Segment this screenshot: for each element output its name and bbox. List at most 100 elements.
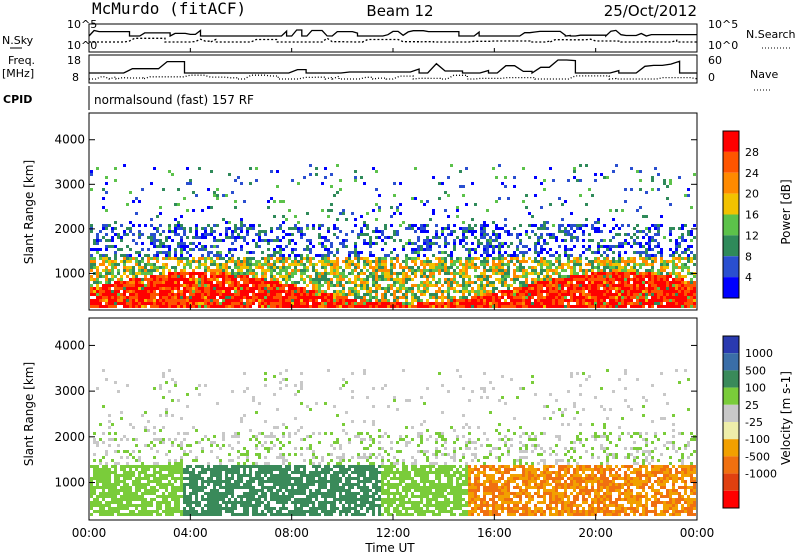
power-cell bbox=[642, 251, 645, 254]
power-cell bbox=[126, 275, 129, 278]
power-cell bbox=[252, 299, 255, 302]
power-cell bbox=[648, 257, 651, 260]
velocity-cell bbox=[138, 465, 141, 468]
power-cell bbox=[216, 302, 219, 305]
power-cell bbox=[675, 263, 678, 266]
power-cell bbox=[528, 302, 531, 305]
power-cell bbox=[102, 263, 105, 266]
power-cell bbox=[489, 254, 492, 257]
power-cell bbox=[360, 281, 363, 284]
power-cell bbox=[213, 194, 216, 197]
power-cell bbox=[654, 167, 657, 170]
power-cell bbox=[300, 299, 303, 302]
power-cell bbox=[96, 269, 99, 272]
power-cell bbox=[537, 263, 540, 266]
power-cell bbox=[246, 233, 249, 236]
power-cell bbox=[297, 260, 300, 263]
power-cell bbox=[216, 305, 219, 308]
power-cell bbox=[240, 230, 243, 233]
power-cell bbox=[576, 227, 579, 230]
power-cell bbox=[519, 239, 522, 242]
power-cell bbox=[195, 224, 198, 227]
power-cell bbox=[234, 278, 237, 281]
power-cell bbox=[177, 242, 180, 245]
power-cell bbox=[570, 293, 573, 296]
velocity-cell bbox=[270, 435, 273, 438]
power-cell bbox=[423, 248, 426, 251]
power-cell bbox=[219, 296, 222, 299]
power-cell bbox=[357, 290, 360, 293]
power-cell bbox=[483, 275, 486, 278]
velocity-cell bbox=[150, 480, 153, 483]
velocity-cell bbox=[123, 513, 126, 516]
power-cell bbox=[144, 290, 147, 293]
power-cell bbox=[639, 281, 642, 284]
power-cell bbox=[237, 287, 240, 290]
velocity-cell bbox=[201, 477, 204, 480]
power-cell bbox=[351, 272, 354, 275]
velocity-cell bbox=[138, 474, 141, 477]
power-cell bbox=[579, 287, 582, 290]
power-cell bbox=[504, 269, 507, 272]
power-cell bbox=[102, 254, 105, 257]
power-cell bbox=[537, 239, 540, 242]
velocity-cell bbox=[99, 501, 102, 504]
velocity-cell bbox=[114, 480, 117, 483]
power-cell bbox=[507, 260, 510, 263]
power-cell bbox=[618, 278, 621, 281]
power-cell bbox=[141, 302, 144, 305]
velocity-cell bbox=[249, 468, 252, 471]
power-cell bbox=[384, 290, 387, 293]
power-cell bbox=[384, 278, 387, 281]
power-cell bbox=[426, 302, 429, 305]
power-cell bbox=[597, 266, 600, 269]
power-cell bbox=[210, 278, 213, 281]
velocity-cell bbox=[252, 513, 255, 516]
power-cell bbox=[102, 284, 105, 287]
power-cell bbox=[165, 257, 168, 260]
power-cell bbox=[660, 281, 663, 284]
power-cell bbox=[282, 296, 285, 299]
power-cell bbox=[462, 284, 465, 287]
power-cell bbox=[558, 227, 561, 230]
power-cell bbox=[666, 281, 669, 284]
power-cell bbox=[480, 260, 483, 263]
power-cell bbox=[393, 290, 396, 293]
power-cell bbox=[660, 287, 663, 290]
velocity-cell bbox=[177, 471, 180, 474]
power-cell bbox=[576, 260, 579, 263]
power-cell bbox=[372, 278, 375, 281]
velocity-cell bbox=[120, 480, 123, 483]
power-cell bbox=[585, 218, 588, 221]
power-cell bbox=[612, 278, 615, 281]
velocity-cell bbox=[264, 378, 267, 381]
power-cell bbox=[564, 281, 567, 284]
power-cell bbox=[552, 278, 555, 281]
power-cell bbox=[195, 260, 198, 263]
power-cell bbox=[141, 272, 144, 275]
power-cell bbox=[618, 293, 621, 296]
power-cell bbox=[639, 278, 642, 281]
power-cell bbox=[132, 293, 135, 296]
power-cell bbox=[666, 278, 669, 281]
power-cell bbox=[417, 239, 420, 242]
power-cell bbox=[318, 290, 321, 293]
power-cell bbox=[96, 233, 99, 236]
power-cell bbox=[417, 299, 420, 302]
power-cell bbox=[225, 272, 228, 275]
power-cell bbox=[204, 281, 207, 284]
power-cell bbox=[462, 227, 465, 230]
power-cell bbox=[213, 290, 216, 293]
power-cell bbox=[384, 242, 387, 245]
power-cell bbox=[480, 242, 483, 245]
power-cell bbox=[435, 296, 438, 299]
power-cell bbox=[144, 293, 147, 296]
power-cell bbox=[144, 263, 147, 266]
power-cell bbox=[348, 281, 351, 284]
power-cell bbox=[669, 260, 672, 263]
power-cell bbox=[342, 293, 345, 296]
velocity-cell bbox=[165, 414, 168, 417]
power-cell bbox=[114, 221, 117, 224]
power-cell bbox=[534, 290, 537, 293]
power-cell bbox=[96, 278, 99, 281]
